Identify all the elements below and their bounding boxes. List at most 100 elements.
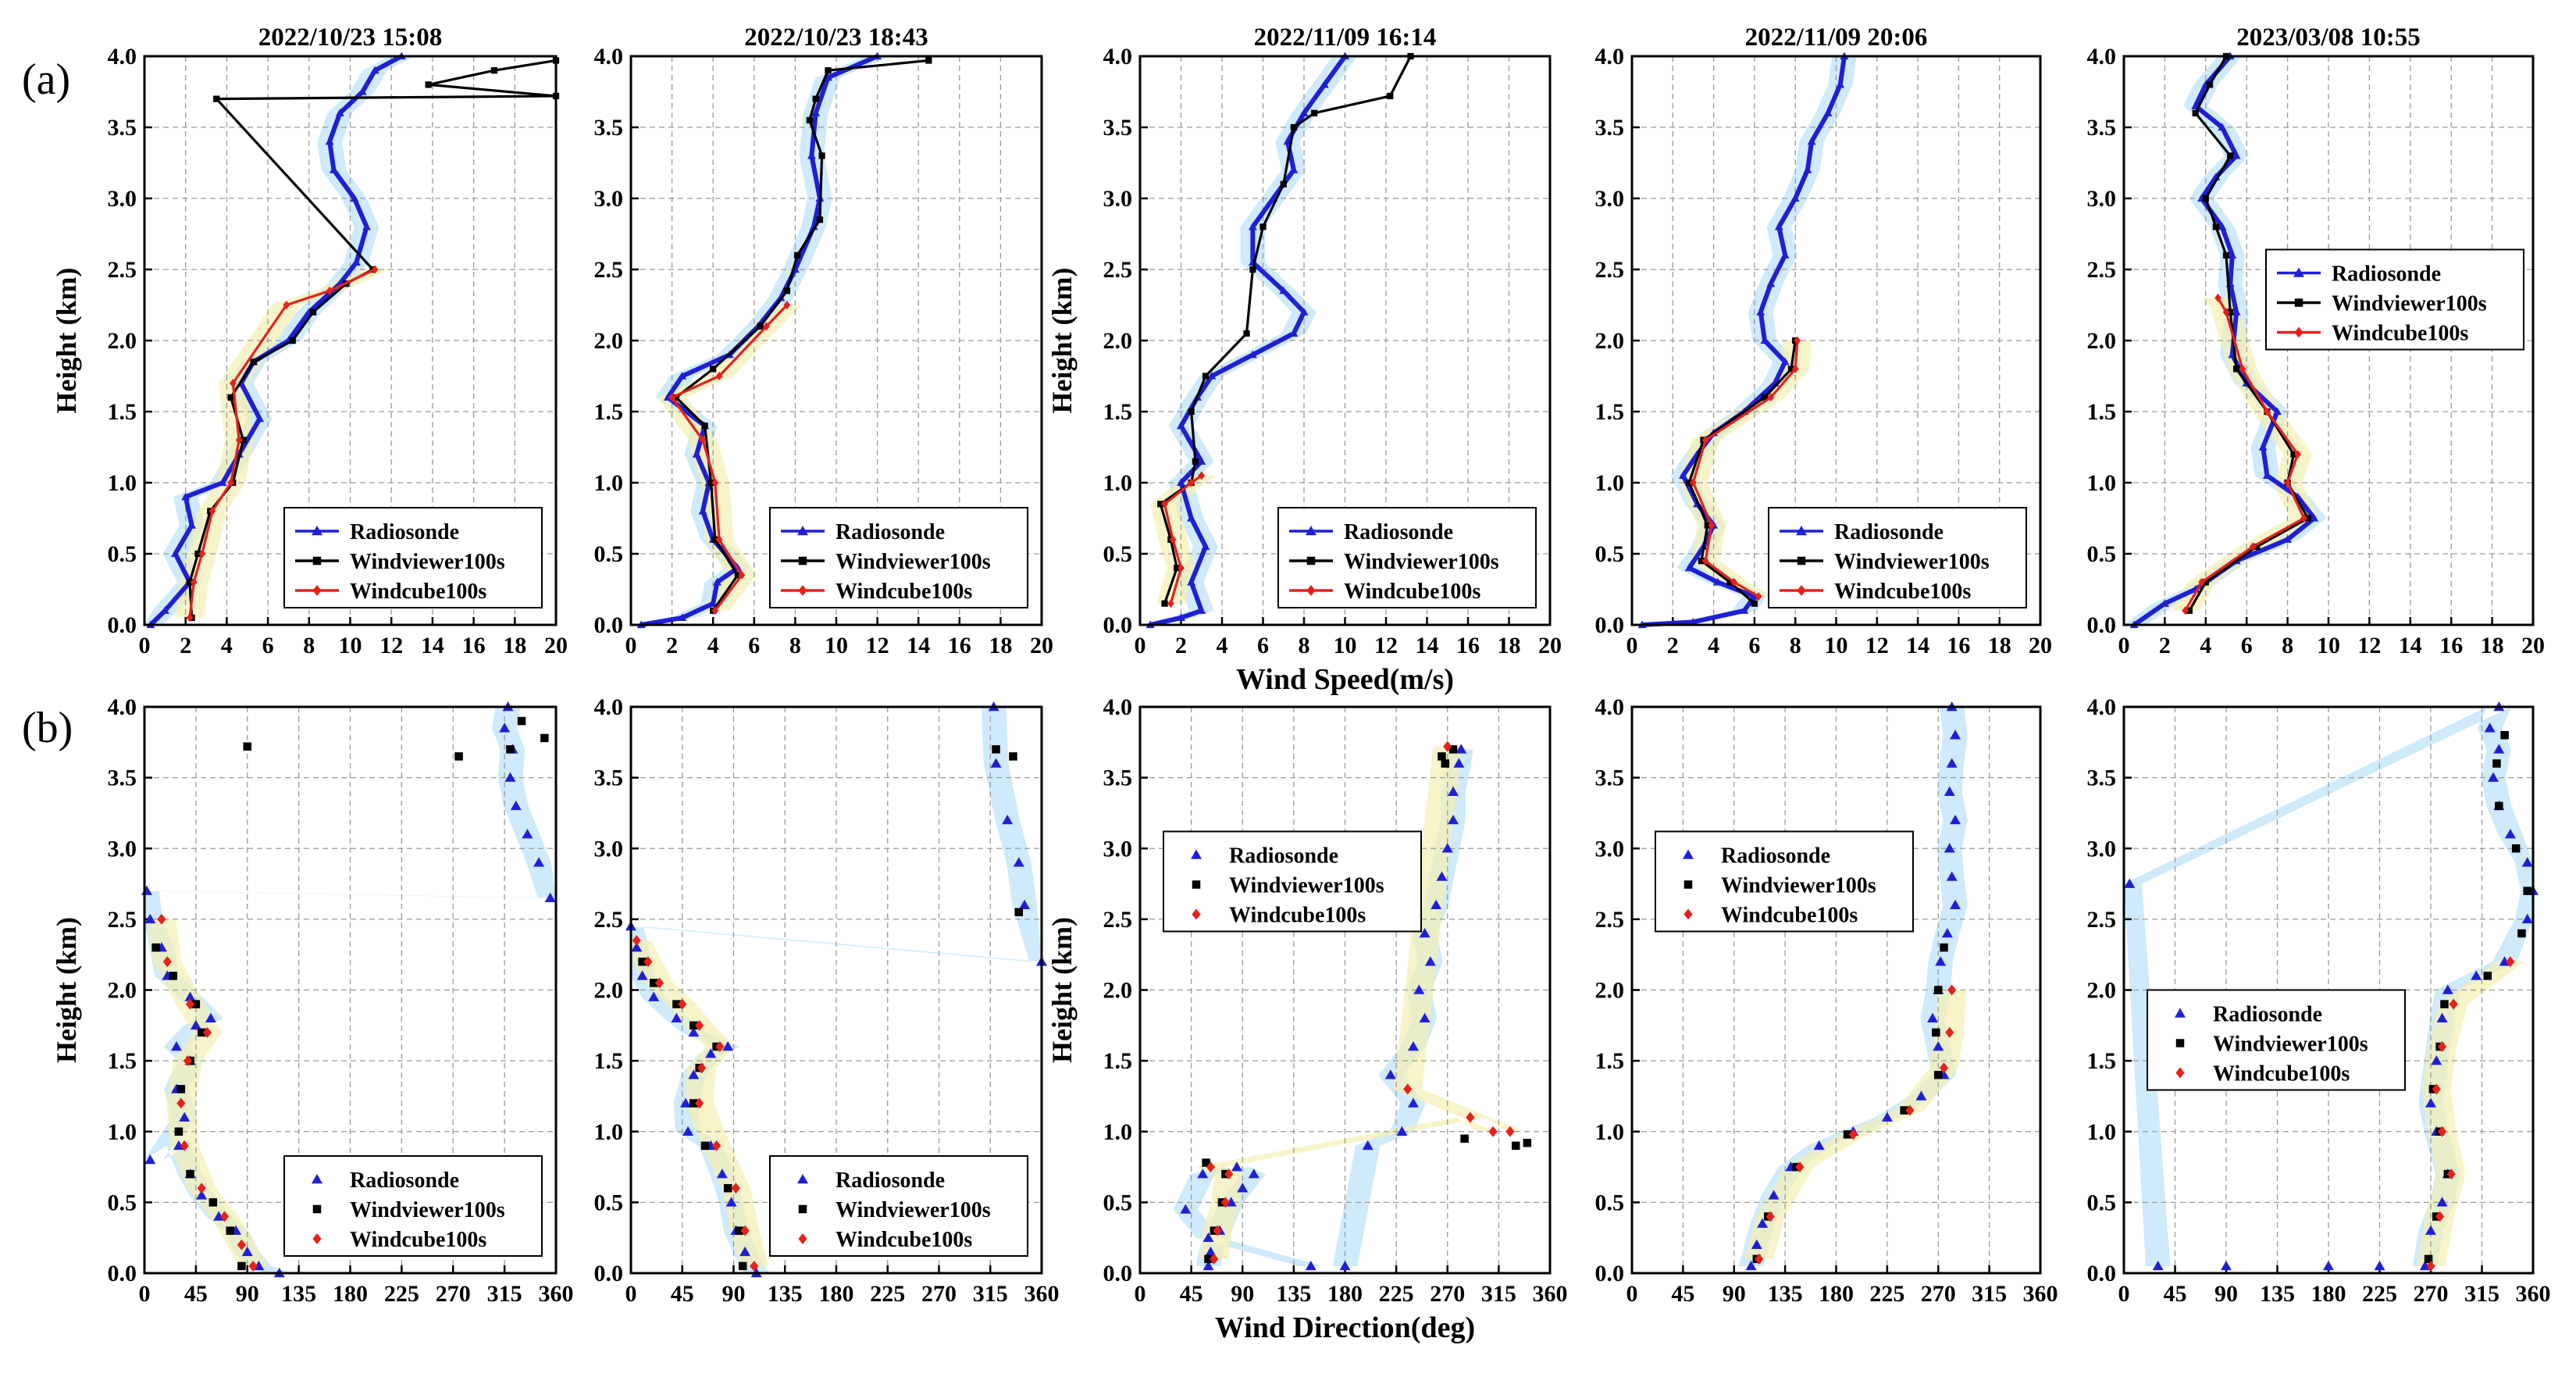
data-point-radiosonde [2232, 151, 2241, 159]
data-point-windcube100s [711, 606, 719, 615]
data-point-radiosonde [1766, 279, 1776, 287]
data-point-windcube100s [1905, 1104, 1915, 1116]
y-tick-label: 1.0 [1595, 1119, 1625, 1145]
data-point-radiosonde [1413, 984, 1425, 994]
data-point-windviewer100s [186, 579, 194, 586]
data-point-radiosonde [1177, 613, 1185, 622]
legend-marker [1306, 556, 1316, 565]
y-tick-label: 0.0 [108, 1261, 137, 1286]
legend: Radiosonde Windviewer100s Windcube100s [1768, 507, 2027, 608]
y-tick-label: 2.0 [2087, 978, 2117, 1004]
uncertainty-band-yellow [147, 919, 268, 1266]
data-point-windviewer100s [2440, 1000, 2449, 1008]
chart-b-4: 0 45 90 135 180 225 270 315 360 0.0 0.5 1.0 1.5 2.0 2.… [2087, 694, 2551, 1307]
x-tick-label: 6 [748, 633, 760, 658]
plot-frame [143, 55, 558, 626]
data-point-radiosonde [722, 1041, 734, 1051]
data-point-windcube100s [1939, 1062, 1949, 1074]
y-tick-label: 1.0 [1595, 470, 1625, 496]
data-point-windviewer100s [1940, 943, 1948, 952]
data-point-radiosonde [1915, 1090, 1927, 1101]
legend-marker [2175, 1008, 2186, 1018]
y-tick-label: 3.5 [2087, 765, 2117, 791]
data-point-radiosonde [2425, 1097, 2436, 1108]
data-point-windcube100s [248, 1260, 258, 1272]
data-point-windcube100s [1178, 563, 1185, 573]
data-point-radiosonde [1950, 730, 1961, 740]
data-point-windviewer100s [2227, 309, 2234, 316]
legend-marker [1192, 908, 1201, 920]
data-point-windcube100s [227, 478, 235, 487]
y-tick-label: 1.0 [1103, 1119, 1133, 1145]
data-point-windcube100s [1765, 1211, 1775, 1222]
data-point-windcube100s [1947, 984, 1957, 996]
data-point-radiosonde [170, 1041, 182, 1051]
x-tick-label: 10 [2317, 633, 2340, 658]
x-tick-label: 0 [625, 1281, 637, 1307]
y-tick-label: 0.5 [1103, 1190, 1133, 1215]
y-tick-label: 3.0 [1103, 836, 1133, 862]
data-point-radiosonde [1780, 251, 1790, 259]
plot-frame [2122, 55, 2535, 626]
data-point-windcube100s [1198, 471, 1206, 480]
series-line-windviewer100s [1159, 55, 1412, 605]
x-tick-label: 135 [281, 1281, 316, 1307]
legend-marker [2294, 326, 2303, 338]
x-tick-label: 0 [1626, 633, 1638, 658]
data-point-windviewer100s [1934, 986, 1943, 994]
legend-label: Radiosonde [1721, 844, 1830, 869]
data-point-windviewer100s [825, 67, 832, 74]
data-point-radiosonde [1197, 606, 1206, 614]
data-point-windcube100s [157, 913, 166, 925]
y-tick-label: 1.5 [2087, 399, 2117, 425]
data-point-radiosonde [1790, 194, 1800, 202]
data-point-radiosonde [1419, 1012, 1431, 1022]
legend-label: Windviewer100s [350, 550, 505, 574]
y-tick-label: 3.5 [1595, 115, 1625, 141]
y-tick-label: 0.5 [2087, 541, 2117, 567]
x-tick-label: 0 [2118, 1281, 2130, 1307]
x-tick-label: 12 [1865, 633, 1889, 658]
data-point-windcube100s [2264, 407, 2271, 416]
y-tick-label: 0.0 [1595, 612, 1625, 638]
y-tick-label: 1.5 [1103, 399, 1133, 425]
x-tick-label: 12 [379, 633, 403, 658]
data-point-radiosonde [1180, 1204, 1192, 1214]
y-tick-label: 2.0 [1103, 978, 1133, 1004]
legend-marker [1797, 556, 1806, 565]
data-point-windcube100s [2198, 577, 2205, 587]
x-tick-label: 270 [2414, 1281, 2449, 1307]
data-point-windviewer100s [816, 216, 824, 223]
data-point-windviewer100s [176, 1085, 186, 1094]
x-tick-label: 18 [989, 633, 1012, 658]
data-point-windviewer100s [672, 394, 679, 401]
x-tick-label: 20 [2029, 633, 2052, 658]
x-tick-label: 180 [1819, 1281, 1854, 1307]
data-point-windcube100s [1791, 364, 1799, 373]
data-point-radiosonde [504, 772, 516, 782]
x-tick-label: 14 [907, 633, 930, 658]
data-point-windviewer100s [1934, 1071, 1943, 1079]
data-point-radiosonde [370, 66, 379, 74]
data-point-windcube100s [202, 1026, 212, 1038]
data-point-windviewer100s [1280, 180, 1287, 187]
legend-label: Radiosonde [836, 1168, 945, 1193]
data-point-windviewer100s [793, 252, 801, 259]
y-tick-label: 3.5 [1595, 765, 1625, 791]
y-tick-label: 0.0 [1103, 1261, 1133, 1286]
plot-frame [1630, 705, 2042, 1275]
data-point-radiosonde [1453, 758, 1465, 768]
data-point-radiosonde [1431, 899, 1442, 909]
data-point-radiosonde [2124, 878, 2136, 888]
legend-label: Windviewer100s [2332, 292, 2487, 316]
legend-marker [312, 585, 322, 596]
data-point-windviewer100s [734, 572, 741, 579]
data-point-windviewer100s [1686, 479, 1693, 487]
series-line-windviewer100s [675, 59, 929, 612]
data-point-radiosonde [2488, 772, 2499, 782]
data-point-radiosonde [1678, 471, 1687, 480]
data-point-windviewer100s [174, 1127, 183, 1136]
data-point-windviewer100s [1192, 458, 1199, 465]
data-point-radiosonde [1684, 563, 1694, 572]
x-tick-label: 180 [1327, 1281, 1363, 1307]
